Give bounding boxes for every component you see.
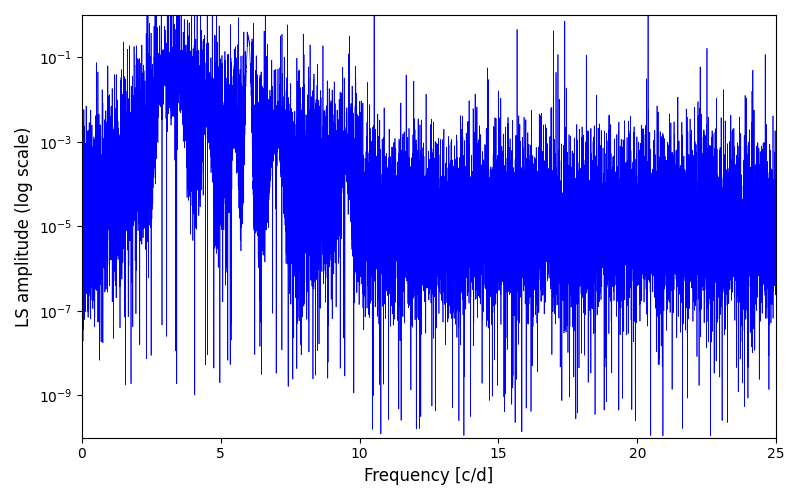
X-axis label: Frequency [c/d]: Frequency [c/d] [364, 467, 494, 485]
Y-axis label: LS amplitude (log scale): LS amplitude (log scale) [15, 126, 33, 326]
